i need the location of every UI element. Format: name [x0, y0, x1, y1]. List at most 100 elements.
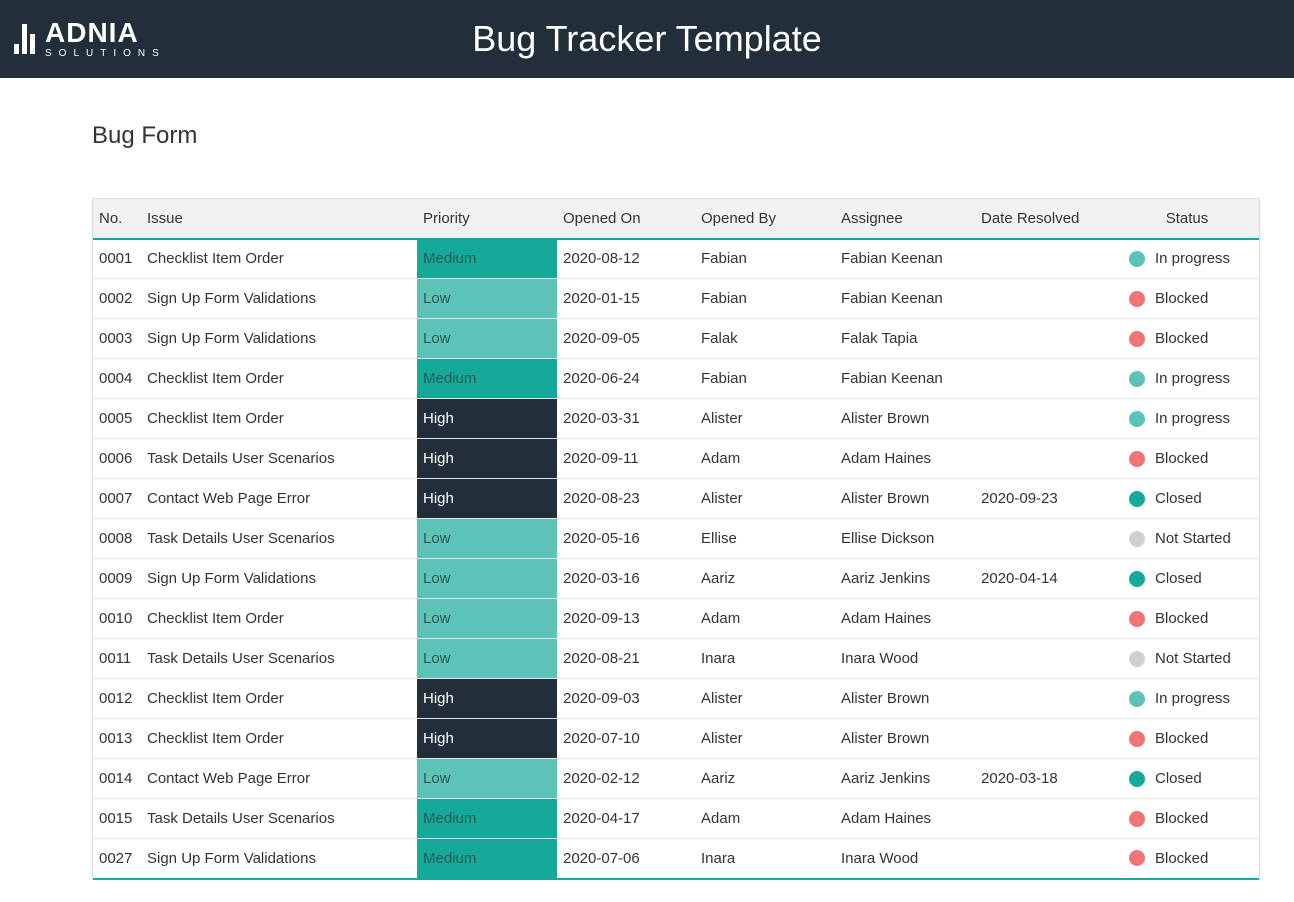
status-label: Blocked	[1155, 610, 1208, 627]
cell-opened-on: 2020-09-03	[557, 679, 695, 719]
table-row[interactable]: 0001Checklist Item OrderMedium2020-08-12…	[93, 239, 1259, 279]
status-label: In progress	[1155, 370, 1230, 387]
cell-status: Closed	[1115, 479, 1259, 519]
status-dot-icon	[1129, 611, 1145, 627]
cell-no: 0006	[93, 439, 141, 479]
cell-issue: Sign Up Form Validations	[141, 559, 417, 599]
table-row[interactable]: 0014Contact Web Page ErrorLow2020-02-12A…	[93, 759, 1259, 799]
cell-opened-by: Inara	[695, 839, 835, 879]
table-row[interactable]: 0009Sign Up Form ValidationsLow2020-03-1…	[93, 559, 1259, 599]
cell-opened-by: Adam	[695, 439, 835, 479]
cell-no: 0014	[93, 759, 141, 799]
logo-sub: SOLUTIONS	[45, 49, 166, 59]
table-wrapper: No. Issue Priority Opened On Opened By A…	[92, 198, 1260, 880]
cell-assignee: Adam Haines	[835, 439, 975, 479]
cell-date-resolved	[975, 719, 1115, 759]
cell-issue: Sign Up Form Validations	[141, 319, 417, 359]
cell-no: 0008	[93, 519, 141, 559]
table-row[interactable]: 0006Task Details User ScenariosHigh2020-…	[93, 439, 1259, 479]
col-opened-on[interactable]: Opened On	[557, 199, 695, 239]
status-label: In progress	[1155, 250, 1230, 267]
cell-status: Blocked	[1115, 279, 1259, 319]
logo: ADNIA SOLUTIONS	[14, 19, 166, 59]
col-priority[interactable]: Priority	[417, 199, 557, 239]
status-dot-icon	[1129, 451, 1145, 467]
cell-opened-by: Alister	[695, 399, 835, 439]
cell-opened-by: Inara	[695, 639, 835, 679]
cell-opened-by: Alister	[695, 719, 835, 759]
cell-priority: Medium	[417, 799, 557, 839]
status-label: Closed	[1155, 770, 1202, 787]
status-dot-icon	[1129, 811, 1145, 827]
cell-date-resolved	[975, 679, 1115, 719]
col-issue[interactable]: Issue	[141, 199, 417, 239]
cell-opened-on: 2020-09-11	[557, 439, 695, 479]
cell-date-resolved	[975, 599, 1115, 639]
table-row[interactable]: 0002Sign Up Form ValidationsLow2020-01-1…	[93, 279, 1259, 319]
cell-opened-by: Adam	[695, 599, 835, 639]
cell-status: In progress	[1115, 359, 1259, 399]
cell-opened-on: 2020-03-31	[557, 399, 695, 439]
status-dot-icon	[1129, 651, 1145, 667]
cell-opened-by: Alister	[695, 479, 835, 519]
cell-opened-by: Alister	[695, 679, 835, 719]
table-row[interactable]: 0008Task Details User ScenariosLow2020-0…	[93, 519, 1259, 559]
cell-opened-by: Ellise	[695, 519, 835, 559]
cell-assignee: Fabian Keenan	[835, 239, 975, 279]
cell-assignee: Inara Wood	[835, 839, 975, 879]
cell-assignee: Fabian Keenan	[835, 359, 975, 399]
table-row[interactable]: 0004Checklist Item OrderMedium2020-06-24…	[93, 359, 1259, 399]
cell-status: In progress	[1115, 239, 1259, 279]
cell-date-resolved	[975, 239, 1115, 279]
col-assignee[interactable]: Assignee	[835, 199, 975, 239]
status-dot-icon	[1129, 571, 1145, 587]
col-opened-by[interactable]: Opened By	[695, 199, 835, 239]
cell-opened-on: 2020-08-21	[557, 639, 695, 679]
cell-date-resolved	[975, 439, 1115, 479]
status-label: Closed	[1155, 570, 1202, 587]
table-row[interactable]: 0010Checklist Item OrderLow2020-09-13Ada…	[93, 599, 1259, 639]
cell-no: 0001	[93, 239, 141, 279]
cell-assignee: Falak Tapia	[835, 319, 975, 359]
cell-issue: Checklist Item Order	[141, 719, 417, 759]
cell-status: Closed	[1115, 759, 1259, 799]
table-row[interactable]: 0011Task Details User ScenariosLow2020-0…	[93, 639, 1259, 679]
cell-opened-on: 2020-06-24	[557, 359, 695, 399]
section-title: Bug Form	[92, 122, 1260, 150]
table-row[interactable]: 0003Sign Up Form ValidationsLow2020-09-0…	[93, 319, 1259, 359]
cell-opened-on: 2020-02-12	[557, 759, 695, 799]
table-header-row: No. Issue Priority Opened On Opened By A…	[93, 199, 1259, 239]
cell-status: Blocked	[1115, 799, 1259, 839]
cell-date-resolved	[975, 639, 1115, 679]
status-label: Blocked	[1155, 290, 1208, 307]
cell-priority: Low	[417, 279, 557, 319]
table-row[interactable]: 0005Checklist Item OrderHigh2020-03-31Al…	[93, 399, 1259, 439]
table-row[interactable]: 0013Checklist Item OrderHigh2020-07-10Al…	[93, 719, 1259, 759]
status-label: In progress	[1155, 410, 1230, 427]
col-date-resolved[interactable]: Date Resolved	[975, 199, 1115, 239]
cell-opened-on: 2020-07-06	[557, 839, 695, 879]
cell-no: 0002	[93, 279, 141, 319]
cell-status: Not Started	[1115, 639, 1259, 679]
cell-opened-by: Aariz	[695, 759, 835, 799]
cell-assignee: Adam Haines	[835, 799, 975, 839]
cell-issue: Sign Up Form Validations	[141, 839, 417, 879]
col-status[interactable]: Status	[1115, 199, 1259, 239]
status-label: Not Started	[1155, 650, 1231, 667]
cell-priority: Low	[417, 559, 557, 599]
cell-status: Blocked	[1115, 719, 1259, 759]
table-row[interactable]: 0015Task Details User ScenariosMedium202…	[93, 799, 1259, 839]
bug-table: No. Issue Priority Opened On Opened By A…	[93, 198, 1259, 880]
table-row[interactable]: 0012Checklist Item OrderHigh2020-09-03Al…	[93, 679, 1259, 719]
cell-priority: High	[417, 479, 557, 519]
status-dot-icon	[1129, 371, 1145, 387]
cell-opened-on: 2020-07-10	[557, 719, 695, 759]
table-row[interactable]: 0027Sign Up Form ValidationsMedium2020-0…	[93, 839, 1259, 879]
cell-no: 0010	[93, 599, 141, 639]
col-no[interactable]: No.	[93, 199, 141, 239]
cell-issue: Contact Web Page Error	[141, 759, 417, 799]
table-row[interactable]: 0007Contact Web Page ErrorHigh2020-08-23…	[93, 479, 1259, 519]
cell-opened-by: Fabian	[695, 239, 835, 279]
cell-no: 0003	[93, 319, 141, 359]
status-dot-icon	[1129, 491, 1145, 507]
